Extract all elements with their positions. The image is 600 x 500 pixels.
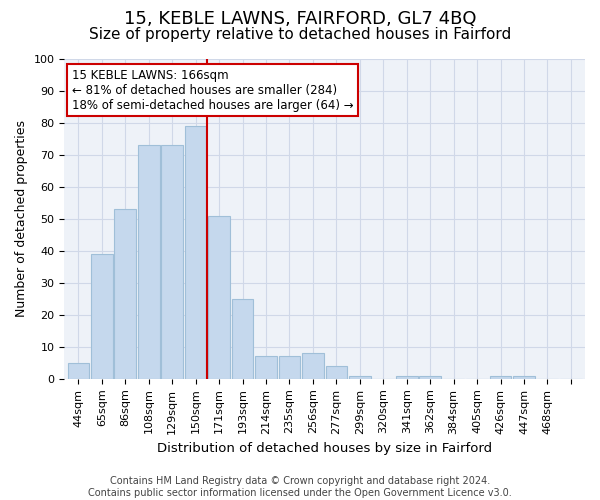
Bar <box>419 376 441 379</box>
Bar <box>326 366 347 379</box>
Text: 15 KEBLE LAWNS: 166sqm
← 81% of detached houses are smaller (284)
18% of semi-de: 15 KEBLE LAWNS: 166sqm ← 81% of detached… <box>72 68 354 112</box>
Bar <box>208 216 230 379</box>
Bar <box>490 376 511 379</box>
Bar <box>185 126 206 379</box>
Bar <box>396 376 418 379</box>
Text: 15, KEBLE LAWNS, FAIRFORD, GL7 4BQ: 15, KEBLE LAWNS, FAIRFORD, GL7 4BQ <box>124 10 476 28</box>
Bar <box>161 146 183 379</box>
Bar <box>232 299 253 379</box>
Bar <box>302 353 324 379</box>
Bar <box>278 356 300 379</box>
Bar <box>138 146 160 379</box>
Bar <box>255 356 277 379</box>
Bar <box>68 363 89 379</box>
Bar <box>513 376 535 379</box>
Bar <box>349 376 371 379</box>
Bar <box>91 254 113 379</box>
Text: Contains HM Land Registry data © Crown copyright and database right 2024.
Contai: Contains HM Land Registry data © Crown c… <box>88 476 512 498</box>
Text: Size of property relative to detached houses in Fairford: Size of property relative to detached ho… <box>89 28 511 42</box>
Y-axis label: Number of detached properties: Number of detached properties <box>15 120 28 318</box>
Bar <box>115 210 136 379</box>
X-axis label: Distribution of detached houses by size in Fairford: Distribution of detached houses by size … <box>157 442 492 455</box>
